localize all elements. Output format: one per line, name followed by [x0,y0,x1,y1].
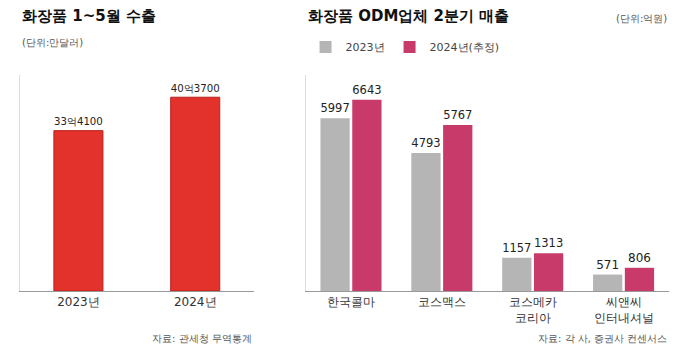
svg-text:2024년: 2024년 [174,295,217,309]
svg-text:40억3700: 40억3700 [171,83,220,94]
svg-text:5767: 5767 [443,108,472,122]
svg-text:1157: 1157 [502,241,531,255]
svg-text:33억4100: 33억4100 [54,116,103,127]
svg-text:2024년(추정): 2024년(추정) [430,41,500,54]
svg-text:2023년: 2023년 [57,295,100,309]
svg-text:화장품 ODM업체 2분기 매출: 화장품 ODM업체 2분기 매출 [308,7,509,25]
svg-text:씨앤씨인터내셔널: 씨앤씨인터내셔널 [594,295,654,325]
svg-text:806: 806 [628,251,651,265]
svg-text:자료: 각 사, 증권사 컨센서스: 자료: 각 사, 증권사 컨센서스 [538,333,667,344]
svg-text:571: 571 [596,258,619,272]
svg-text:화장품 1~5월 수출: 화장품 1~5월 수출 [22,7,156,25]
svg-text:1313: 1313 [534,236,563,250]
svg-text:(단위:억원): (단위:억원) [616,13,667,24]
svg-text:(단위:만달러): (단위:만달러) [22,37,83,48]
svg-text:6643: 6643 [352,83,381,97]
svg-text:한국콜마: 한국콜마 [327,295,375,309]
svg-text:코스메카코리아: 코스메카코리아 [509,295,557,325]
svg-text:5997: 5997 [320,101,349,115]
svg-text:코스맥스: 코스맥스 [418,295,466,309]
svg-text:2023년: 2023년 [346,41,385,54]
svg-text:4793: 4793 [411,136,440,150]
svg-text:자료: 관세청 무역통계: 자료: 관세청 무역통계 [152,333,252,344]
